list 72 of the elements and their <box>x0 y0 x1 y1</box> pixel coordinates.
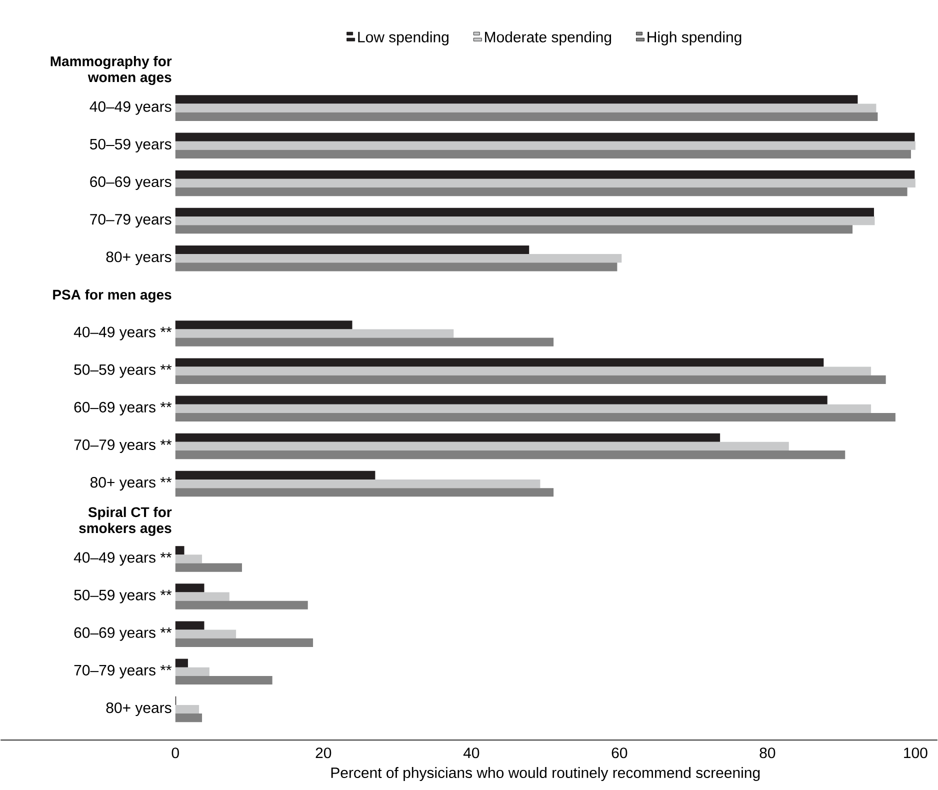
bar <box>175 638 314 647</box>
bar <box>175 187 908 196</box>
bar <box>175 178 916 188</box>
x-tick-label: 0 <box>172 748 179 758</box>
y-tick-label: Spiral CT for smokers ages <box>79 506 172 536</box>
y-tick-label: 80+ years ** <box>90 477 172 491</box>
bar <box>175 584 204 592</box>
y-tick-label: 80+ years <box>106 702 172 716</box>
y-tick-label: 50–59 years ** <box>74 364 172 378</box>
y-tick-label: 80+ years <box>106 252 172 266</box>
bar <box>175 676 272 685</box>
bar <box>175 366 872 376</box>
legend-label: High spending <box>648 31 742 46</box>
x-tick-label: 100 <box>904 748 928 758</box>
bar <box>175 375 886 384</box>
x-tick-label: 60 <box>612 748 628 758</box>
bar <box>175 621 204 630</box>
x-tick-label: 40 <box>463 748 480 758</box>
y-tick-label: 70–79 years ** <box>74 664 172 678</box>
bar <box>175 150 911 159</box>
bar <box>175 600 308 610</box>
bar <box>175 320 352 330</box>
bar <box>175 450 846 460</box>
y-tick-label: 60–69 years ** <box>74 627 172 641</box>
bar <box>175 254 622 263</box>
x-tick-label: 20 <box>316 748 332 758</box>
bar <box>175 470 376 480</box>
bar <box>175 412 896 422</box>
bar <box>175 480 540 488</box>
y-tick-label: 40–49 years <box>90 101 172 115</box>
bar <box>175 658 188 668</box>
bar <box>175 104 876 112</box>
bar <box>175 404 872 413</box>
bar <box>175 563 242 572</box>
y-tick-label: 40–49 years ** <box>74 326 172 340</box>
y-tick-label: 50–59 years ** <box>74 590 172 604</box>
bar <box>175 554 202 564</box>
bar <box>175 141 916 150</box>
bar <box>175 329 454 338</box>
bar <box>175 546 184 555</box>
y-tick-label: PSA for men ages <box>53 289 172 302</box>
x-axis-title: Percent of physicians who would routinely recommend screening <box>331 767 760 781</box>
bar <box>175 592 230 601</box>
bar <box>175 262 618 272</box>
bar <box>175 630 236 638</box>
bar <box>175 358 824 367</box>
bar <box>175 208 874 216</box>
legend-label: Moderate spending <box>485 31 612 46</box>
y-tick-label: 70–79 years ** <box>74 439 172 453</box>
bar <box>175 338 554 346</box>
y-tick-label: 60–69 years <box>90 176 172 190</box>
bar <box>175 225 853 234</box>
y-tick-label: 70–79 years <box>90 214 172 228</box>
bar <box>175 667 210 676</box>
bar <box>175 216 875 226</box>
bar <box>175 488 554 497</box>
bar <box>175 433 720 442</box>
bar <box>175 95 858 104</box>
bar <box>175 396 828 404</box>
bar <box>175 714 202 722</box>
legend-label: Low spending <box>358 31 448 46</box>
y-tick-label: Mammography for women ages <box>50 56 172 86</box>
bar <box>175 170 915 179</box>
x-tick-label: 80 <box>760 748 776 758</box>
bar <box>175 704 200 714</box>
y-tick-label: 50–59 years <box>90 138 172 152</box>
bar <box>175 442 789 451</box>
y-tick-label: 40–49 years ** <box>74 552 172 566</box>
bar <box>175 132 915 142</box>
bar <box>175 112 878 121</box>
y-tick-label: 60–69 years ** <box>74 402 172 416</box>
bar <box>175 245 530 254</box>
